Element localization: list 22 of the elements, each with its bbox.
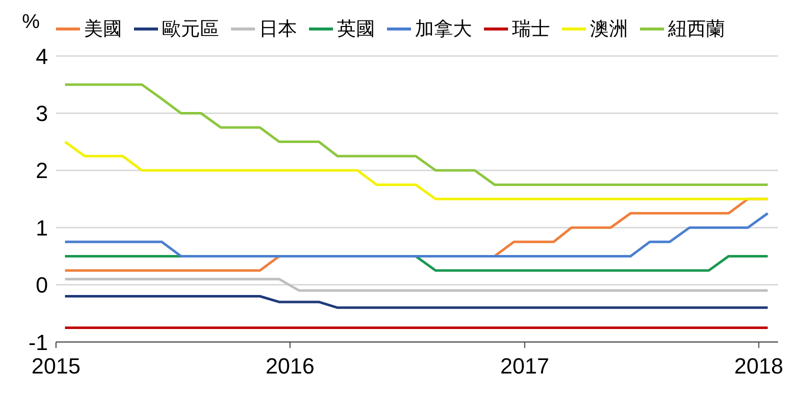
legend-label: 澳洲 [590,18,628,42]
line-series [64,83,769,186]
legend-label: 瑞士 [512,18,550,42]
x-tick-label: 2017 [500,354,550,379]
line-series [64,140,769,200]
y-tick-label: 2 [36,158,48,184]
legend-label: 英國 [337,18,375,42]
y-tick-label: 4 [36,44,48,69]
x-tick-label: 2016 [266,354,315,379]
y-tick-label: 0 [36,272,48,298]
legend-label: 加拿大 [415,18,472,42]
legend-label: 歐元區 [162,18,219,42]
y-tick-label: -1 [28,330,48,355]
y-tick-label: 1 [36,215,48,240]
x-tick-label: 2018 [734,354,784,379]
y-tick-label: 3 [36,101,48,126]
legend-label: 紐西蘭 [668,18,725,42]
legend-label: 美國 [84,18,122,42]
line-series [64,212,769,258]
legend-label: 日本 [259,18,297,42]
y-axis-title: % [22,11,40,33]
x-tick-label: 2015 [32,354,80,379]
